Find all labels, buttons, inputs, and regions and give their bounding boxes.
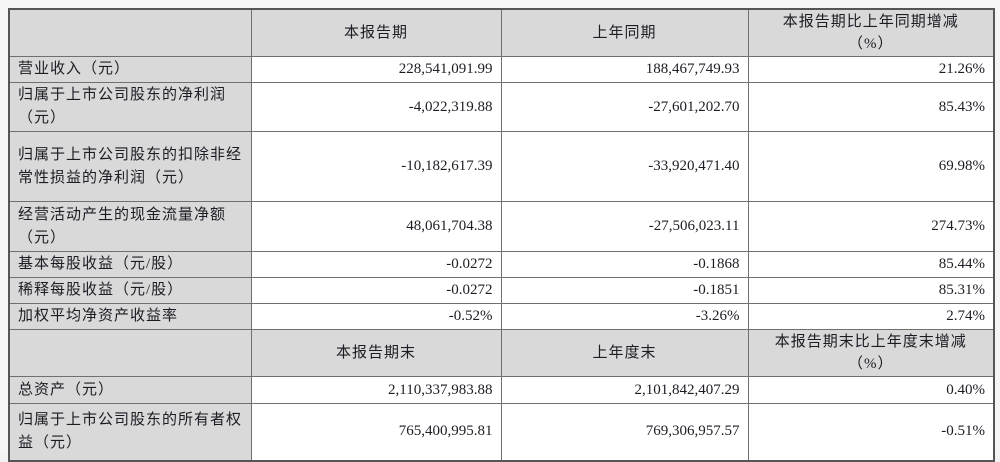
table-row-diluted-eps: 稀释每股收益（元/股） -0.0272 -0.1851 85.31% — [8, 277, 995, 304]
change-percent-cell: -0.51% — [747, 403, 995, 461]
header-change-line1: 本报告期比上年同期增减 — [782, 14, 959, 30]
current-period-cell: -0.0272 — [250, 251, 502, 278]
row-label-cell: 营业收入（元） — [8, 56, 252, 83]
key-accounting-data-table: 本报告期 上年同期 本报告期比上年同期增减 （%） 营业收入（元） 228,54… — [8, 8, 995, 462]
header-corner-cell — [8, 8, 252, 57]
table-row-revenue: 营业收入（元） 228,541,091.99 188,467,749.93 21… — [8, 56, 995, 83]
change-percent-cell: 274.73% — [747, 201, 995, 252]
current-period-cell: -0.52% — [250, 303, 502, 330]
header-prior-period: 上年同期 — [500, 8, 749, 57]
header-change-line1: 本报告期末比上年度末增减 — [774, 334, 967, 350]
table-row-operating-cash-flow: 经营活动产生的现金流量净额（元） 48,061,704.38 -27,506,0… — [8, 201, 995, 252]
current-period-cell: -0.0272 — [250, 277, 502, 304]
current-period-cell: 765,400,995.81 — [250, 403, 502, 461]
prior-period-cell: -33,920,471.40 — [500, 131, 749, 202]
header-change-line2: （%） — [848, 36, 894, 52]
header-prior-year-end: 上年度末 — [500, 329, 749, 377]
change-percent-cell: 0.40% — [747, 376, 995, 404]
current-period-cell: -4,022,319.88 — [250, 82, 502, 132]
row-label-cell: 归属于上市公司股东的扣除非经常性损益的净利润（元） — [8, 131, 252, 202]
prior-period-cell: -0.1851 — [500, 277, 749, 304]
header-period-end: 本报告期末 — [250, 329, 502, 377]
prior-period-cell: -27,506,023.11 — [500, 201, 749, 252]
table-header-row-period: 本报告期 上年同期 本报告期比上年同期增减 （%） — [8, 8, 995, 57]
prior-period-cell: 2,101,842,407.29 — [500, 376, 749, 404]
row-label-cell: 经营活动产生的现金流量净额（元） — [8, 201, 252, 252]
change-percent-cell: 2.74% — [747, 303, 995, 330]
change-percent-cell: 85.43% — [747, 82, 995, 132]
row-label-cell: 归属于上市公司股东的净利润（元） — [8, 82, 252, 132]
table-row-owners-equity: 归属于上市公司股东的所有者权益（元） 765,400,995.81 769,30… — [8, 403, 995, 461]
table-row-weighted-avg-roe: 加权平均净资产收益率 -0.52% -3.26% 2.74% — [8, 303, 995, 330]
header-current-period: 本报告期 — [250, 8, 502, 57]
change-percent-cell: 21.26% — [747, 56, 995, 83]
row-label-cell: 归属于上市公司股东的所有者权益（元） — [8, 403, 252, 461]
current-period-cell: 48,061,704.38 — [250, 201, 502, 252]
current-period-cell: -10,182,617.39 — [250, 131, 502, 202]
table-row-total-assets: 总资产（元） 2,110,337,983.88 2,101,842,407.29… — [8, 376, 995, 404]
prior-period-cell: -0.1868 — [500, 251, 749, 278]
change-percent-cell: 69.98% — [747, 131, 995, 202]
current-period-cell: 228,541,091.99 — [250, 56, 502, 83]
header-change-line2: （%） — [848, 356, 894, 372]
row-label-cell: 加权平均净资产收益率 — [8, 303, 252, 330]
row-label-cell: 基本每股收益（元/股） — [8, 251, 252, 278]
prior-period-cell: -3.26% — [500, 303, 749, 330]
row-label-cell: 总资产（元） — [8, 376, 252, 404]
table-header-row-period-end: 本报告期末 上年度末 本报告期末比上年度末增减 （%） — [8, 329, 995, 377]
prior-period-cell: 188,467,749.93 — [500, 56, 749, 83]
header-change-percent: 本报告期比上年同期增减 （%） — [747, 8, 995, 57]
change-percent-cell: 85.44% — [747, 251, 995, 278]
row-label-cell: 稀释每股收益（元/股） — [8, 277, 252, 304]
table-row-net-profit: 归属于上市公司股东的净利润（元） -4,022,319.88 -27,601,2… — [8, 82, 995, 132]
prior-period-cell: -27,601,202.70 — [500, 82, 749, 132]
table-row-basic-eps: 基本每股收益（元/股） -0.0272 -0.1868 85.44% — [8, 251, 995, 278]
header-corner-cell — [8, 329, 252, 377]
current-period-cell: 2,110,337,983.88 — [250, 376, 502, 404]
header-change-percent-end: 本报告期末比上年度末增减 （%） — [747, 329, 995, 377]
change-percent-cell: 85.31% — [747, 277, 995, 304]
prior-period-cell: 769,306,957.57 — [500, 403, 749, 461]
table-row-net-profit-excl-nonrecurring: 归属于上市公司股东的扣除非经常性损益的净利润（元） -10,182,617.39… — [8, 131, 995, 202]
